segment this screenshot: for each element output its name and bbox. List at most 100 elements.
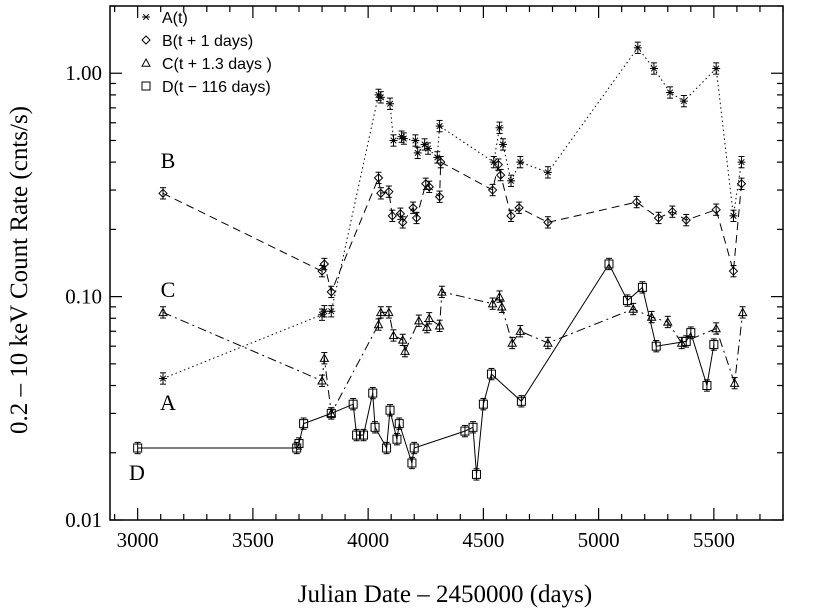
data-point-C [375,307,386,317]
data-point-C [437,286,447,296]
data-point-B [495,170,506,180]
data-point-B [387,211,398,221]
series-line-A [162,46,742,379]
data-point-A [666,89,675,96]
data-point-B [373,173,384,183]
data-point-B [436,157,446,167]
data-point-D [292,443,302,453]
data-point-D [478,399,488,409]
curve-label-A: A [160,390,176,415]
data-point-B [506,211,516,221]
data-point-D [471,469,481,479]
data-point-B [514,203,524,213]
data-point-C [434,320,445,330]
data-point-B [631,197,642,207]
data-point-B [493,159,504,170]
y-tick-label: 1.00 [65,61,102,85]
data-point-A [376,94,385,101]
curve-label-D: D [129,460,145,485]
data-point-C [628,303,639,313]
data-point-B [736,179,747,189]
data-point-B [711,204,721,215]
data-point-A [389,137,398,144]
data-point-D [294,439,304,449]
data-point-A [159,375,168,382]
data-point-D [348,399,358,409]
series-C [158,285,748,420]
data-point-C [424,313,435,322]
data-point-A [729,212,738,219]
plot-border [109,5,784,521]
data-point-A [516,158,525,166]
legend-label-D: D(t − 116 days) [162,79,271,96]
data-point-A [679,97,688,105]
series-line-B [162,161,742,294]
data-point-A [633,44,642,51]
series-line-C [162,291,744,416]
data-point-B [728,266,739,276]
data-point-D [133,443,143,453]
data-point-D [468,422,478,432]
data-point-B [326,287,336,297]
curve-label-C: C [161,277,176,302]
data-point-B [408,203,418,213]
legend: A(t) B(t + 1 days) C(t + 1.3 days ) D(t − 1… [141,10,272,96]
legend-label-A: A(t) [162,10,188,27]
data-point-B [434,192,445,202]
legend-label-C: C(t + 1.3 days ) [162,56,272,73]
data-point-D [709,340,719,350]
data-point-A [507,177,516,184]
data-point-D [370,422,380,432]
data-point-C [496,301,507,311]
series-D [133,257,719,481]
data-point-D [352,430,362,440]
data-point-D [686,328,696,338]
data-point-D [385,405,395,415]
data-point-B [158,188,168,199]
data-point-B [376,188,386,199]
data-point-C [413,315,424,325]
data-point-D [486,369,496,379]
series-layer [133,41,748,481]
data-point-B [543,217,553,228]
data-point-D [604,259,614,269]
series-A [159,41,746,385]
data-point-A [320,308,329,315]
data-point-B [398,217,408,228]
x-axis: 3000 3500 4000 4500 5000 5500 [114,6,784,552]
data-point-C [373,319,384,329]
data-point-C [711,323,722,333]
data-point-A [649,65,658,72]
data-point-C [729,378,740,387]
x-tick-label: 5500 [693,528,735,552]
legend-marker-A [142,13,150,21]
data-point-D [637,282,647,292]
data-point-B [487,185,498,195]
data-point-A [498,141,507,148]
data-point-A [327,308,336,315]
data-point-C [515,326,526,335]
data-point-C [487,298,498,308]
data-point-A [399,135,408,142]
y-axis: 0.01 0.10 1.00 [65,5,783,532]
data-point-A [435,122,444,130]
data-point-C [317,375,327,385]
legend-marker-B [141,35,151,45]
legend-label-B: B(t + 1 days) [162,33,253,50]
legend-marker-C [141,57,151,67]
data-point-A [712,65,721,72]
data-point-B [653,213,664,223]
legend-marker-D [141,81,151,91]
data-point-D [382,443,392,453]
data-point-C [319,353,330,362]
x-tick-label: 3000 [117,528,159,552]
plot-frame [109,5,784,521]
data-point-C [507,337,518,347]
data-point-D [394,419,404,429]
data-point-B [424,182,434,192]
data-point-D [407,458,417,468]
data-point-B [384,186,394,197]
curve-labels: A B C D [129,148,176,485]
data-point-D [651,341,661,351]
